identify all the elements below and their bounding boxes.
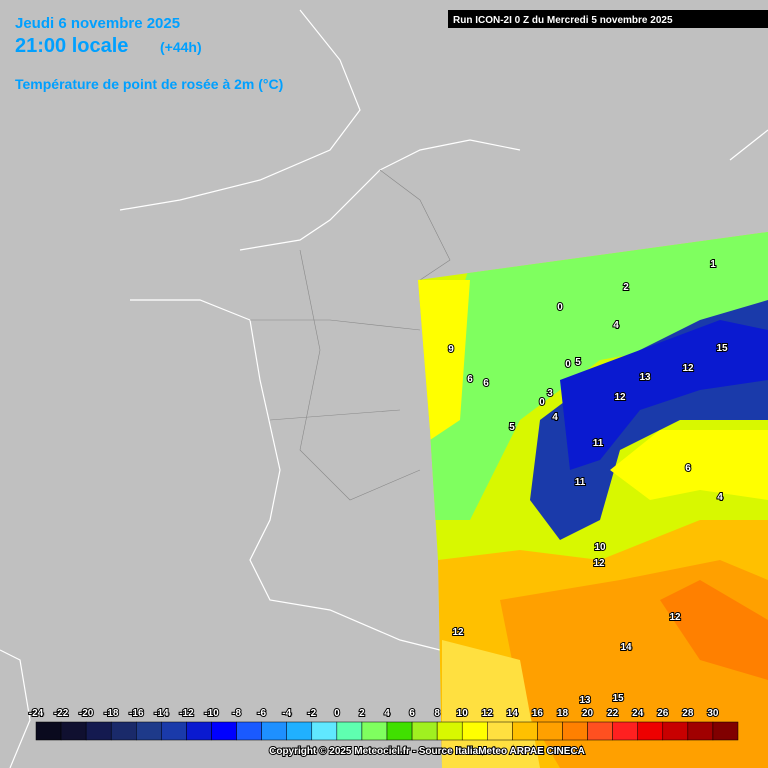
legend-label: 6 [409,708,415,719]
legend-label: 26 [657,708,669,719]
legend-swatch [161,721,187,741]
legend-swatch [537,721,563,741]
legend-swatch [386,721,413,741]
legend-swatch [211,721,237,741]
contour-label: 15 [716,343,728,354]
legend-swatch [687,721,714,741]
contour-label: 4 [717,492,723,503]
legend-label: 30 [707,708,719,719]
legend-label: -12 [179,708,194,719]
legend-label: 18 [557,708,569,719]
contour-label: 0 [539,397,545,408]
legend-label: 10 [457,708,469,719]
copyright: Copyright © 2025 Meteociel.fr - Source I… [269,746,585,757]
contour-label: 1 [710,259,716,270]
contour-label: 12 [452,627,464,638]
contour-label: 4 [613,320,619,331]
legend-label: -4 [282,708,291,719]
contour-label: 10 [594,542,606,553]
legend-swatch [662,721,689,741]
legend-label: -10 [204,708,219,719]
contour-label: 13 [639,372,651,383]
legend-swatch [311,721,338,741]
legend-label: -24 [29,708,44,719]
contour-label: 6 [483,378,489,389]
contour-label: 6 [685,463,691,474]
lead-time: (+44h) [160,39,202,55]
contour-label: 15 [612,693,624,704]
contour-label: 2 [623,282,629,293]
run-box [448,10,768,28]
legend-swatch [562,721,588,741]
contour-label: 5 [575,357,581,368]
contour-label: 12 [669,612,681,623]
contour-label: 11 [575,477,586,488]
legend-label: 0 [334,708,340,719]
legend-label: -22 [54,708,69,719]
legend-swatch [712,721,739,741]
contour-label: 12 [593,558,605,569]
legend-swatch [136,721,162,741]
legend-label: 28 [682,708,694,719]
legend-label: -8 [232,708,241,719]
legend-swatch [110,721,137,741]
legend-label: -20 [79,708,94,719]
legend-label: -6 [257,708,266,719]
legend-swatch [487,721,513,741]
contour-label: 12 [682,363,694,374]
contour-label: 14 [620,642,632,653]
legend-swatch [361,721,388,741]
legend-swatch [336,721,363,741]
contour-label: 0 [565,359,571,370]
legend-swatch [587,721,613,741]
legend-label: -2 [307,708,316,719]
parameter: Température de point de rosée à 2m (°C) [15,76,283,92]
legend-label: -16 [129,708,144,719]
legend-swatch [411,721,438,741]
contour-label: 9 [448,344,454,355]
legend-label: -14 [154,708,169,719]
run-info: Run ICON-2I 0 Z du Mercredi 5 novembre 2… [453,15,673,26]
legend-label: 22 [607,708,619,719]
date: Jeudi 6 novembre 2025 [15,15,180,32]
contour-label: 12 [614,392,626,403]
legend-label: 16 [532,708,544,719]
legend-label: 24 [632,708,644,719]
legend-swatch [637,721,664,741]
legend-label: 2 [359,708,365,719]
legend-swatch [261,721,287,741]
contour-label: 0 [557,302,563,313]
legend-label: 12 [482,708,494,719]
contour-label: 13 [579,695,591,706]
legend: -24 -22 -20 -18 -16 -14 -12 -10 -8 -6 -4 -2 0 2 4 6 8 10 1… [28,707,739,741]
contour-label: 4 [552,412,558,423]
legend-swatch [512,721,538,741]
borders [250,169,451,501]
legend-swatch [85,721,112,741]
dewpoint-field [418,232,768,768]
legend-swatch [60,721,87,741]
legend-label: 20 [582,708,594,719]
legend-label: 4 [384,708,390,719]
legend-label: 8 [434,708,440,719]
legend-label: -18 [104,708,119,719]
legend-label: 14 [507,708,519,719]
legend-swatch [286,721,313,741]
legend-swatch [236,721,262,741]
legend-swatch [186,721,212,741]
legend-swatch [612,721,638,741]
time: 21:00 locale [15,35,128,57]
contour-label: 3 [547,388,553,399]
legend-swatch [35,721,62,741]
contour-label: 5 [509,422,515,433]
contour-label: 11 [593,438,604,449]
contour-label: 6 [467,374,473,385]
legend-swatch [436,721,463,741]
legend-swatch [461,721,488,741]
